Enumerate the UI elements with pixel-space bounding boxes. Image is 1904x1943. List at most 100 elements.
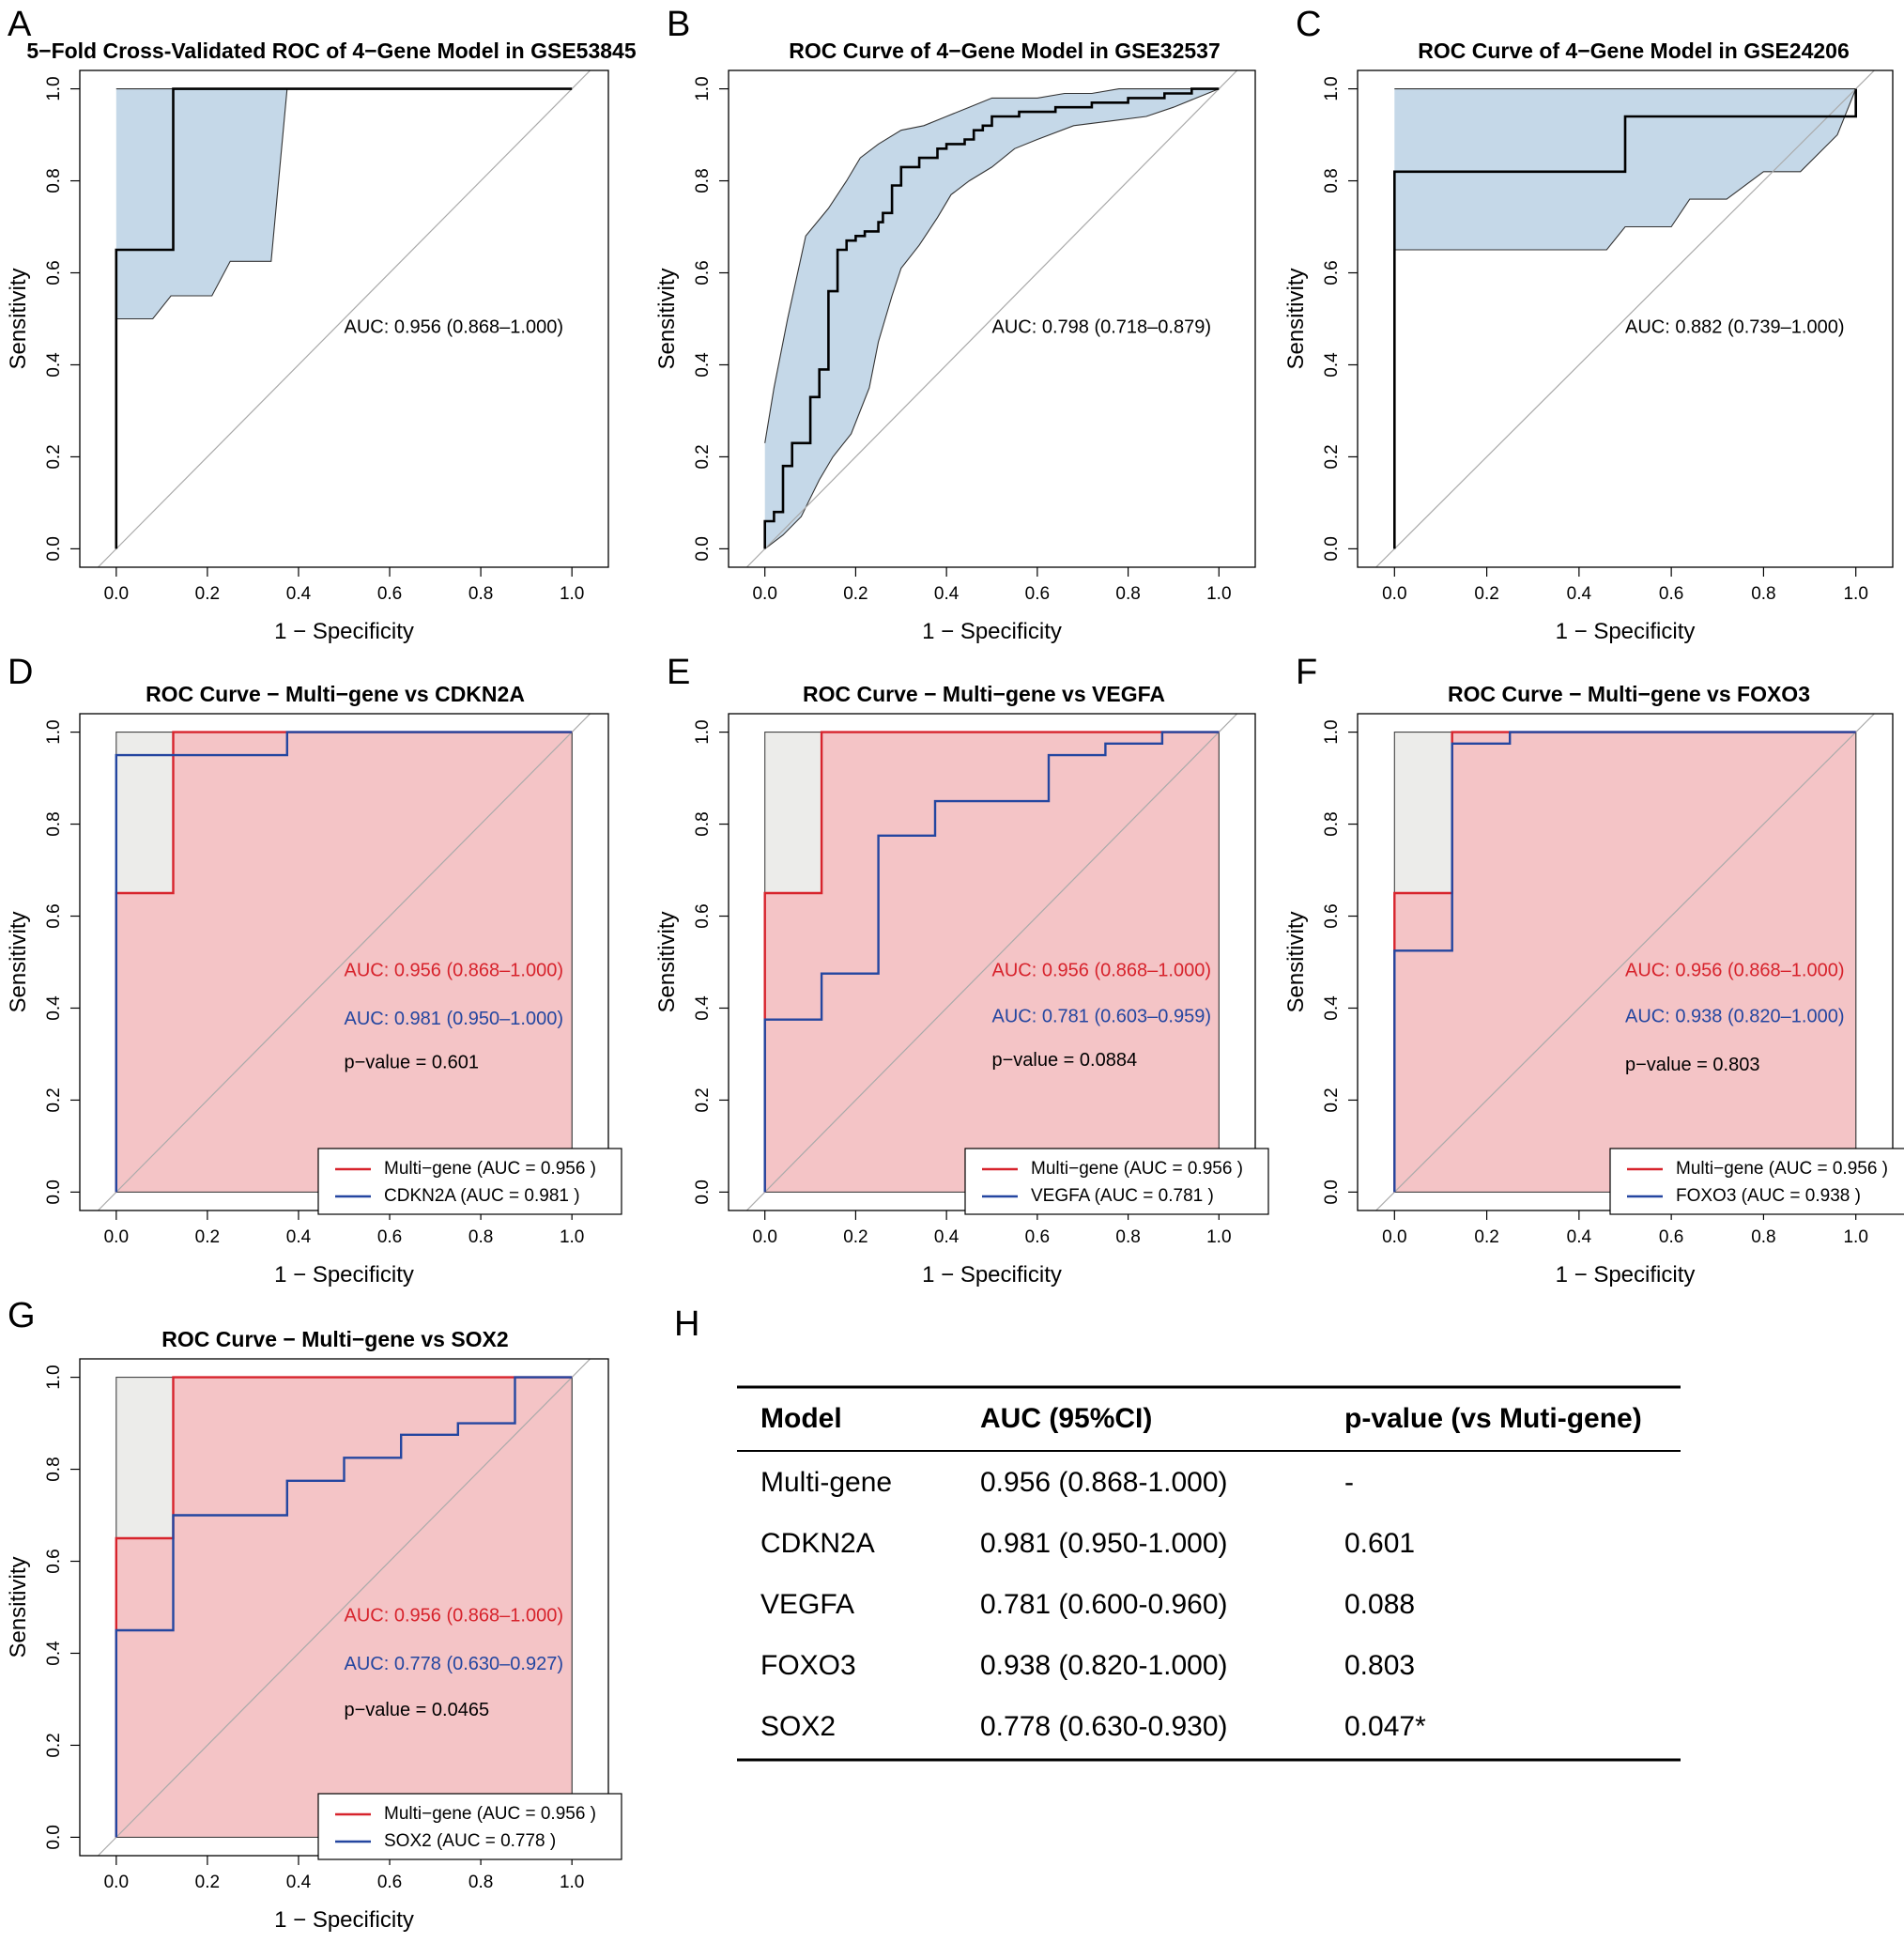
panel-title: ROC Curve − Multi−gene vs VEGFA <box>803 682 1165 706</box>
legend-label: FOXO3 (AUC = 0.938 ) <box>1676 1186 1861 1206</box>
y-tick-label: 1.0 <box>44 1365 64 1389</box>
comparison-curve <box>763 731 1220 1193</box>
x-tick-label: 0.8 <box>1751 584 1775 604</box>
y-tick-label: 0.2 <box>44 1733 64 1757</box>
legend-label: Multi−gene (AUC = 0.956 ) <box>384 1159 596 1179</box>
ci-band <box>764 88 1220 549</box>
x-tick-label: 0.0 <box>104 1873 129 1892</box>
plot-area <box>97 714 591 1211</box>
x-tick-label: 0.8 <box>1115 584 1140 604</box>
x-axis-label: 1 − Specificity <box>922 619 1062 644</box>
y-tick-label: 0.8 <box>1322 168 1342 193</box>
legend: Multi−gene (AUC = 0.956 ) CDKN2A (AUC = 0… <box>317 1148 622 1215</box>
y-tick-label: 0.4 <box>1322 995 1342 1021</box>
chance-diagonal <box>1375 714 1876 1211</box>
legend-label: Multi−gene (AUC = 0.956 ) <box>1676 1159 1888 1179</box>
y-axis-label: Sensitivity <box>1283 911 1309 1012</box>
panel-letter: F <box>1296 653 1317 692</box>
y-tick-label: 1.0 <box>44 76 64 100</box>
x-axis-label: 1 − Specificity <box>922 1262 1062 1288</box>
y-tick-label: 0.6 <box>1322 260 1342 285</box>
multi-gene-curve <box>763 731 1220 1193</box>
panel-title: ROC Curve − Multi−gene vs SOX2 <box>161 1327 508 1351</box>
table-header-cell: Model <box>760 1403 842 1434</box>
table-row: FOXO3 0.938 (0.820-1.000) 0.803 <box>760 1650 1415 1681</box>
y-tick-label: 1.0 <box>693 76 713 100</box>
x-tick-label: 0.0 <box>104 584 129 604</box>
x-tick-label: 0.0 <box>1382 1227 1406 1247</box>
x-tick-label: 0.0 <box>752 1227 776 1247</box>
y-tick-label: 1.0 <box>44 719 64 744</box>
legend: Multi−gene (AUC = 0.956 ) SOX2 (AUC = 0.7… <box>317 1793 622 1860</box>
y-axis-label: Sensitivity <box>654 911 680 1012</box>
table-cell: - <box>1344 1467 1354 1498</box>
auc-annotation: p−value = 0.0884 <box>992 1050 1138 1071</box>
legend-box <box>317 1793 622 1860</box>
y-tick-label: 0.4 <box>44 995 64 1021</box>
x-tick-label: 0.2 <box>843 1227 868 1247</box>
y-tick-label: 0.0 <box>693 536 713 561</box>
x-tick-label: 0.8 <box>1115 1227 1140 1247</box>
y-tick-label: 0.4 <box>44 352 64 378</box>
panel-letter: C <box>1296 5 1321 44</box>
chance-diagonal <box>97 70 591 567</box>
y-axis-label: Sensitivity <box>1283 268 1309 369</box>
plot-area <box>1375 70 1876 567</box>
table-row: VEGFA 0.781 (0.600-0.960) 0.088 <box>760 1589 1415 1620</box>
y-tick-label: 0.0 <box>44 536 64 561</box>
y-tick-label: 0.8 <box>693 811 713 836</box>
y-tick-label: 0.2 <box>693 444 713 469</box>
panel-letter: G <box>8 1296 36 1335</box>
y-tick-label: 1.0 <box>1322 719 1342 744</box>
y-tick-label: 0.8 <box>44 811 64 836</box>
y-tick-label: 0.4 <box>1322 352 1342 378</box>
x-tick-label: 0.8 <box>468 1873 493 1892</box>
x-tick-label: 0.2 <box>195 1873 220 1892</box>
y-tick-label: 0.8 <box>693 168 713 193</box>
y-tick-label: 0.6 <box>44 1549 64 1573</box>
panel-title: 5−Fold Cross-Validated ROC of 4−Gene Mod… <box>26 39 637 63</box>
plot-frame <box>728 69 1256 568</box>
plot-area <box>745 714 1238 1211</box>
legend: Multi−gene (AUC = 0.956 ) VEGFA (AUC = 0.… <box>964 1148 1269 1215</box>
y-tick-label: 0.4 <box>693 352 713 378</box>
table-cell: 0.781 (0.600-0.960) <box>980 1589 1228 1620</box>
x-tick-label: 0.8 <box>468 1227 493 1247</box>
chance-diagonal <box>745 714 1238 1211</box>
legend-label: SOX2 (AUC = 0.778 ) <box>384 1831 556 1851</box>
auc-annotation: AUC: 0.956 (0.868–1.000) <box>992 961 1212 981</box>
x-tick-label: 0.4 <box>286 584 312 604</box>
x-tick-label: 0.4 <box>934 584 960 604</box>
y-tick-label: 0.2 <box>1322 1087 1342 1112</box>
auc-annotation: AUC: 0.938 (0.820–1.000) <box>1625 1007 1845 1027</box>
y-tick-label: 0.8 <box>44 1457 64 1481</box>
y-tick-label: 0.6 <box>693 903 713 928</box>
x-tick-label: 1.0 <box>560 584 584 604</box>
legend-label: Multi−gene (AUC = 0.956 ) <box>1031 1159 1243 1179</box>
x-tick-label: 0.6 <box>1659 584 1683 604</box>
x-axis-label: 1 − Specificity <box>1556 619 1696 644</box>
table-cell: 0.778 (0.630-0.930) <box>980 1711 1228 1742</box>
x-tick-label: 0.8 <box>468 584 493 604</box>
auc-annotation: p−value = 0.0465 <box>345 1700 490 1720</box>
auc-annotation: AUC: 0.781 (0.603–0.959) <box>992 1007 1212 1027</box>
x-tick-label: 0.2 <box>195 1227 220 1247</box>
y-axis-label: Sensitivity <box>654 268 680 369</box>
x-tick-label: 0.2 <box>843 584 868 604</box>
auc-annotation: p−value = 0.601 <box>345 1053 479 1073</box>
x-tick-label: 0.2 <box>195 584 220 604</box>
panel-d: D ROC Curve − Multi−gene vs CDKN2A 0.0 0.2 0… <box>6 653 622 1288</box>
x-axis-label: 1 − Specificity <box>274 1907 414 1933</box>
table-cell: Multi-gene <box>760 1467 892 1498</box>
panel-e: E ROC Curve − Multi−gene vs VEGFA 0.0 0.2 0.… <box>654 653 1269 1288</box>
x-tick-label: 0.6 <box>1025 1227 1050 1247</box>
y-tick-label: 0.6 <box>44 903 64 928</box>
legend-box <box>964 1148 1269 1215</box>
y-tick-label: 0.0 <box>44 1180 64 1204</box>
table-cell: 0.803 <box>1344 1650 1415 1681</box>
panel-letter: D <box>8 653 33 692</box>
x-tick-label: 1.0 <box>1843 584 1867 604</box>
y-tick-label: 0.2 <box>44 444 64 469</box>
x-tick-label: 0.6 <box>377 584 402 604</box>
x-axis-label: 1 − Specificity <box>274 619 414 644</box>
